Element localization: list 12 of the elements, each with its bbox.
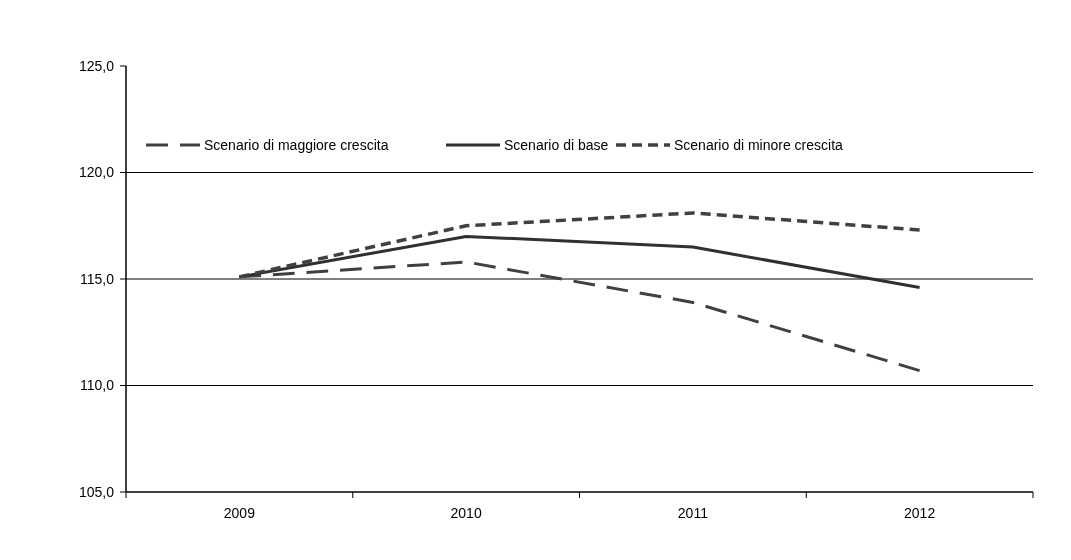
y-tick-label: 115,0: [80, 270, 115, 287]
y-tick-label: 120,0: [78, 164, 115, 181]
legend-label: Scenario di minore crescita: [674, 137, 844, 153]
x-tick-label: 2009: [223, 505, 256, 521]
y-tick-label: 105,0: [78, 483, 115, 500]
legend-label: Scenario di maggiore crescita: [204, 137, 389, 153]
x-tick-label: 2010: [450, 505, 482, 521]
x-tick-label: 2012: [904, 505, 936, 521]
x-tick-label: 2011: [677, 505, 709, 521]
y-tick-label: 110,0: [80, 377, 115, 394]
y-tick-label: 125,0: [78, 57, 115, 74]
legend-label: Scenario di base: [504, 137, 609, 153]
